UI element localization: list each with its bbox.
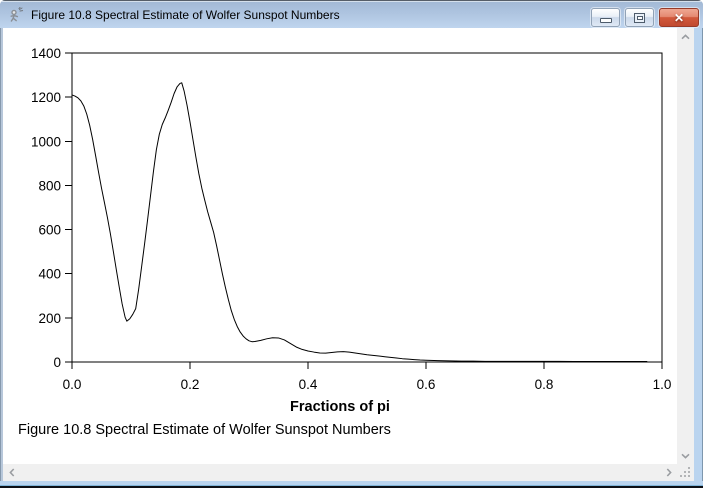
restore-icon xyxy=(634,12,645,23)
x-tick-label: 0.4 xyxy=(299,377,318,392)
resize-grip[interactable] xyxy=(677,464,694,481)
figure-caption: Figure 10.8 Spectral Estimate of Wolfer … xyxy=(18,422,391,438)
x-tick-label: 0.6 xyxy=(417,377,436,392)
y-tick-label: 1000 xyxy=(31,134,61,149)
chevron-down-icon xyxy=(681,453,690,459)
horizontal-scroll-track[interactable] xyxy=(20,464,660,481)
chevron-up-icon xyxy=(681,33,690,39)
vertical-scroll-thumb[interactable] xyxy=(677,45,694,447)
window-client-area: 0 200 400 600 800 1000 1200 1400 0.0 0.2 0.4 0.6 0.8… xyxy=(3,28,694,481)
scroll-right-button[interactable] xyxy=(660,464,677,481)
x-tick-label: 1.0 xyxy=(653,377,672,392)
spectral-density-line xyxy=(71,82,648,363)
x-tick-label: 0.8 xyxy=(535,377,554,392)
scroll-left-button[interactable] xyxy=(3,464,20,481)
app-icon[interactable] xyxy=(8,6,24,23)
scroll-up-button[interactable] xyxy=(677,28,694,45)
window-border-left xyxy=(0,28,3,488)
minimize-button[interactable] xyxy=(591,8,620,27)
y-tick-label: 600 xyxy=(38,223,61,238)
caption-buttons: ✕ xyxy=(591,8,699,27)
y-tick-label: 1400 xyxy=(31,46,61,61)
window-titlebar[interactable]: Figure 10.8 Spectral Estimate of Wolfer … xyxy=(0,0,703,28)
y-tick-label: 0 xyxy=(53,355,61,370)
y-tick-label: 200 xyxy=(38,311,61,326)
y-tick-label: 1200 xyxy=(31,90,61,105)
y-tick-label: 400 xyxy=(38,267,61,282)
window-border-bottom xyxy=(0,481,703,488)
resize-grip-icon xyxy=(680,467,690,477)
y-tick-label: 800 xyxy=(38,178,61,193)
horizontal-scroll-thumb[interactable] xyxy=(20,464,660,481)
chart-area: 0 200 400 600 800 1000 1200 1400 0.0 0.2 0.4 0.6 0.8… xyxy=(3,28,677,464)
close-button[interactable]: ✕ xyxy=(659,8,699,27)
restore-button[interactable] xyxy=(625,8,654,27)
chevron-right-icon xyxy=(666,468,672,477)
x-axis-label: Fractions of pi xyxy=(290,399,390,415)
scroll-down-button[interactable] xyxy=(677,447,694,464)
close-icon: ✕ xyxy=(673,10,685,25)
window-title: Figure 10.8 Spectral Estimate of Wolfer … xyxy=(31,7,340,22)
vertical-scroll-track[interactable] xyxy=(677,45,694,447)
chevron-left-icon xyxy=(8,468,14,477)
x-tick-label: 0.2 xyxy=(181,377,200,392)
plot-frame xyxy=(71,52,663,363)
chart-svg: 0 200 400 600 800 1000 1200 1400 0.0 0.2 0.4 0.6 0.8… xyxy=(18,46,672,438)
window-border-right xyxy=(694,28,703,488)
x-tick-label: 0.0 xyxy=(63,377,82,392)
vertical-scrollbar[interactable] xyxy=(677,28,694,464)
minimize-icon xyxy=(599,17,612,23)
horizontal-scrollbar[interactable] xyxy=(3,464,677,481)
